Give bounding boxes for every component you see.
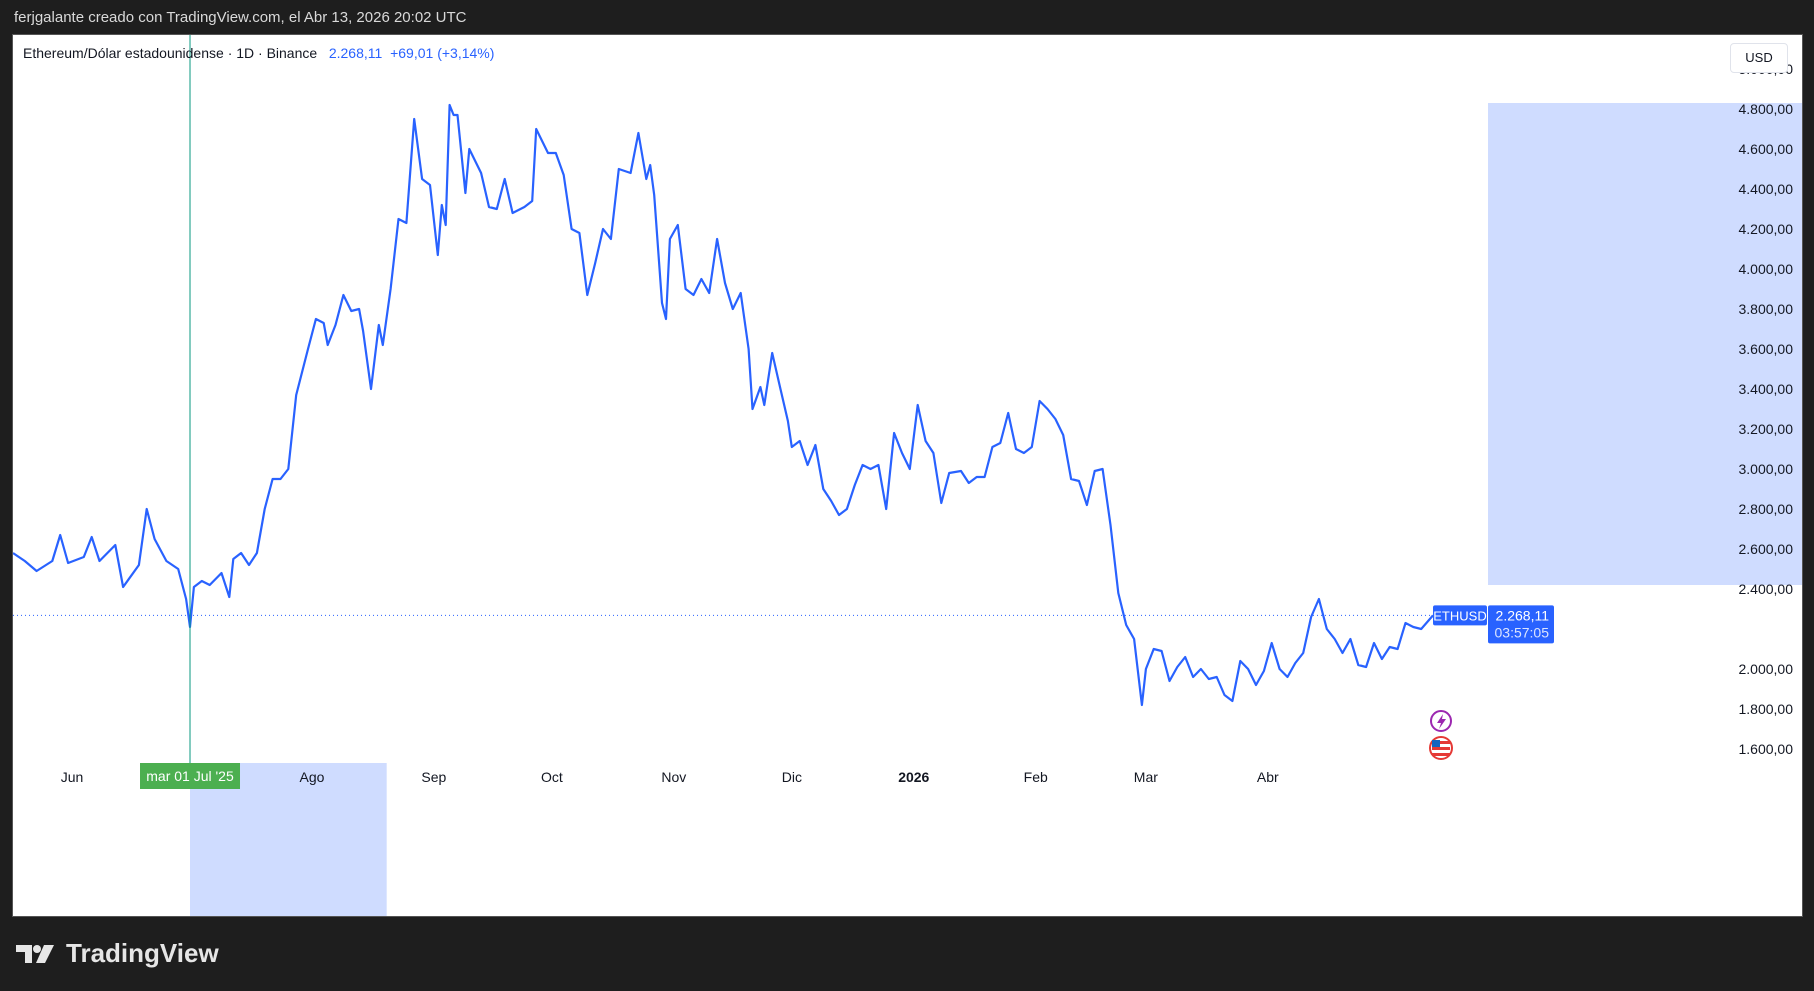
y-tick-label: 3.600,00 [1739, 341, 1794, 357]
y-tick-label: 3.000,00 [1739, 461, 1794, 477]
x-tick-label: Nov [661, 769, 686, 785]
lightning-icon[interactable] [1430, 710, 1452, 732]
crosshair-date-label-bg [140, 763, 241, 789]
price-tag-value: 2.268,11 [1496, 607, 1550, 623]
x-tick-label: Mar [1134, 769, 1158, 785]
us-flag-icon[interactable] [1429, 736, 1453, 760]
y-tick-label: 1.800,00 [1739, 701, 1794, 717]
price-chart[interactable]: mar 01 Jul '25 5.000,004.800,004.600,004… [13, 35, 1802, 916]
x-tick-label: Ago [299, 769, 324, 785]
countdown-timer: 03:57:05 [1495, 624, 1550, 640]
y-axis-highlight [1488, 103, 1802, 585]
snapshot-caption: ferjgalante creado con TradingView.com, … [14, 9, 467, 26]
x-tick-label: Sep [421, 769, 446, 785]
tradingview-brand: TradingView [16, 938, 219, 969]
y-tick-label: 2.000,00 [1739, 661, 1794, 677]
x-tick-label: Oct [541, 769, 563, 785]
price-tag-bg [1488, 605, 1554, 644]
symbol-tag-bg [1433, 605, 1487, 626]
chart-panel[interactable]: mar 01 Jul '25 5.000,004.800,004.600,004… [12, 34, 1803, 917]
crosshair-date-label: mar 01 Jul '25 [146, 768, 234, 784]
y-tick-label: 2.800,00 [1739, 501, 1794, 517]
y-tick-label: 1.600,00 [1739, 741, 1794, 757]
y-tick-label: 4.000,00 [1739, 261, 1794, 277]
chart-header: Ethereum/Dólar estadounidense · 1D · Bin… [23, 45, 494, 61]
x-tick-label: Dic [782, 769, 802, 785]
y-tick-label: 4.800,00 [1739, 101, 1794, 117]
y-tick-label: 2.600,00 [1739, 541, 1794, 557]
series-line-ethusd[interactable] [13, 103, 1434, 707]
symbol-tag: ETHUSD [1433, 608, 1486, 623]
tradingview-logo-icon [16, 944, 54, 963]
brand-name: TradingView [66, 938, 219, 968]
y-tick-label: 4.200,00 [1739, 221, 1794, 237]
y-tick-label: 3.800,00 [1739, 301, 1794, 317]
last-price: 2.268,11 [328, 45, 383, 61]
x-tick-label: 2026 [898, 769, 929, 785]
interval-exchange: · 1D · Binance [227, 45, 318, 61]
y-tick-label: 2.400,00 [1739, 581, 1794, 597]
y-tick-label: 3.400,00 [1739, 381, 1794, 397]
currency-button[interactable]: USD [1730, 43, 1788, 73]
y-tick-label: 4.400,00 [1739, 181, 1794, 197]
symbol-name[interactable]: Ethereum/Dólar estadounidense [23, 45, 224, 61]
x-tick-label: Feb [1024, 769, 1048, 785]
y-tick-label: 4.600,00 [1739, 141, 1794, 157]
x-tick-label: Abr [1257, 769, 1279, 785]
price-change: +69,01 (+3,14%) [390, 45, 495, 61]
x-tick-label: Jun [61, 769, 84, 785]
y-tick-label: 3.200,00 [1739, 421, 1794, 437]
